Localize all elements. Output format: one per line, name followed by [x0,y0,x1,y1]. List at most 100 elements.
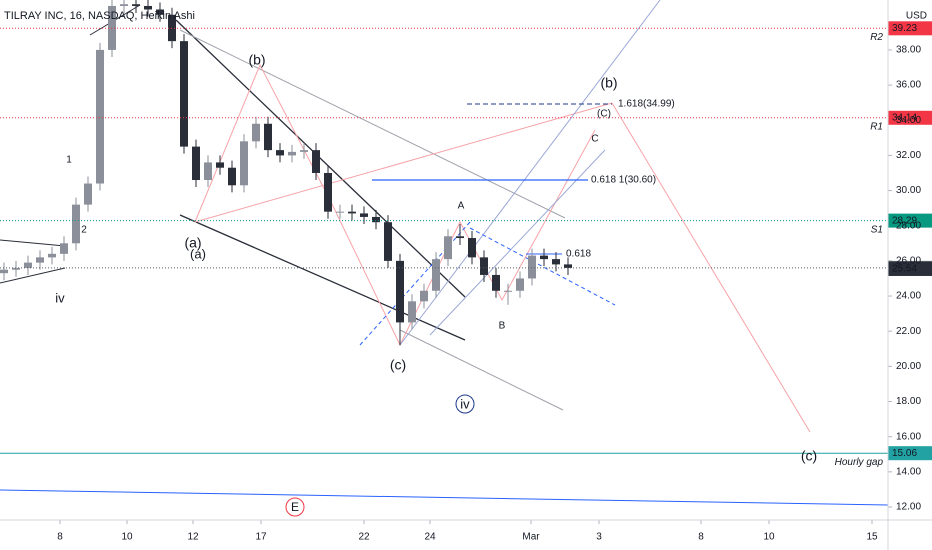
x-tick-label: 10 [121,532,133,543]
price-label-box [888,261,932,276]
candle-body [552,259,560,265]
x-tick-label: 8 [57,532,63,543]
annotations: 1 2 iv (a)(a) (b) (c) A B C (C) (b) (c) iv E 1.618(34.… [55,52,817,514]
candle-body [72,204,80,244]
candle-body [0,269,8,274]
candle-body [132,4,140,6]
candle-body [468,238,476,258]
wave-circle [455,394,475,414]
wave-label: (b) [600,75,617,91]
chart-title: TILRAY INC, 16, NASDAQ, Heikin Ashi [4,10,195,22]
x-tick-label: 17 [255,532,267,543]
price-label: 15.06 [892,448,917,459]
candle-body [288,151,296,156]
currency: USD [906,11,927,22]
wave-label: A [458,201,465,212]
candle-body [528,255,536,279]
trend-line [0,267,66,284]
level-tag: Hourly gap [835,457,884,468]
candle-body [192,146,200,181]
wave-label: 2 [81,225,87,236]
x-tick-label: 22 [358,532,370,543]
x-tick-label: 15 [866,532,878,543]
wave-label: (C) [597,109,611,120]
wave-circle [285,497,305,517]
wave-label: (c) [801,448,817,464]
y-tick-label: 32.00 [896,150,921,161]
candle-body [12,267,20,270]
candle-body [516,278,524,291]
price-label: 25.54 [892,264,917,275]
x-tick-label: 12 [187,532,199,543]
candle-body [36,257,44,263]
price-label: 39.23 [892,23,917,34]
wave-label: (c) [390,357,406,373]
candle-body [156,9,164,15]
candle-body [264,123,272,151]
channel-line [179,29,566,219]
y-tick-label: 34.00 [896,115,921,126]
level-tag: R2 [870,32,883,43]
wave-label: (a) [184,235,201,251]
candle-body [312,150,320,173]
y-tick-label: 18.00 [896,396,921,407]
wave-label: C [591,134,598,145]
dashed-line [469,227,616,306]
trend-line [0,239,66,247]
channel-line [399,0,661,346]
price-label-box [888,446,932,461]
candle-body [204,162,212,181]
y-tick-label: 20.00 [896,361,921,372]
wave-label: 1.618(34.99) [618,99,675,110]
y-tick-label: 26.00 [896,256,921,267]
candle-body [300,150,308,152]
candle-body [384,222,392,261]
candle-body [324,172,332,212]
trend-line [175,19,466,298]
price-label-box [888,213,932,228]
candle-body [372,216,380,223]
wave-label: 1 [66,155,72,166]
price-label: 34.14 [892,112,917,123]
y-tick-label: 14.00 [896,466,921,477]
candle-body [240,141,248,186]
candle-body [444,236,452,260]
channel-line [429,149,606,336]
levels: 39.23R234.14R128.29S125.6025.5415.06Hour… [0,21,932,468]
candle-body [408,301,416,323]
candle-body [216,162,224,168]
candle-body [144,5,152,10]
y-tick-label: 16.00 [896,431,921,442]
candle-body [348,211,356,214]
candle-body [432,259,440,291]
trend-line [0,489,889,506]
candle-body [276,150,284,156]
wave-line [194,102,613,223]
candle-body [96,49,104,184]
candle-body [180,41,188,147]
candle-body [456,236,464,239]
y-tick-label: 28.00 [896,220,921,231]
candle-body [252,123,260,142]
level-tag: R1 [870,121,883,132]
candle-body [360,213,368,217]
price-label-box [888,110,932,125]
x-tick-label: 10 [763,532,775,543]
wave-label: (a) [190,246,206,261]
y-tick-label: 12.00 [896,502,921,513]
candle-body [120,4,128,6]
wave-label: B [499,321,506,332]
candle-body [564,264,572,268]
wave-label: 0.618 1(30.60) [591,175,656,186]
y-tick-label: 38.00 [896,45,921,56]
candle-body [24,262,32,268]
candle-body [84,183,92,205]
price-label: 28.29 [892,215,917,226]
wave-label: iv [460,396,470,411]
trend-line [179,214,466,341]
wave-label: 0.618 [566,249,591,260]
wave-label: (b) [248,52,265,68]
y-tick-label: 22.00 [896,326,921,337]
y-tick-label: 36.00 [896,80,921,91]
